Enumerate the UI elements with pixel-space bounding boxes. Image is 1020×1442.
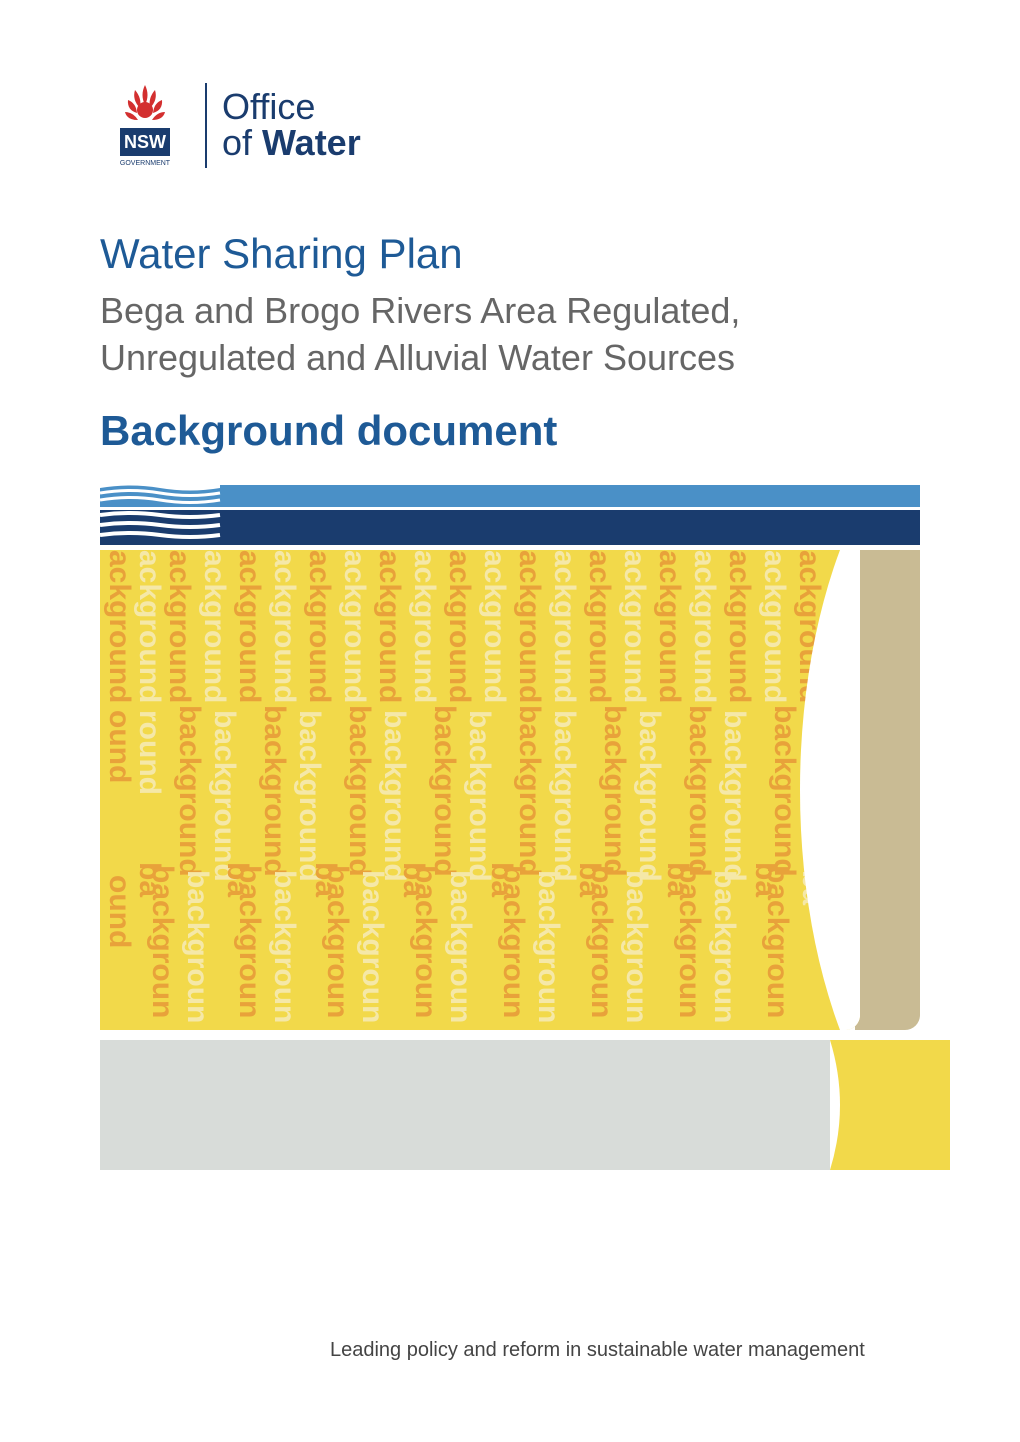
svg-text:ackground: ackground <box>583 550 616 703</box>
svg-text:ackground: ackground <box>303 550 336 703</box>
svg-text:NSW: NSW <box>124 132 166 152</box>
svg-text:ackground: ackground <box>338 550 371 703</box>
svg-text:background: background <box>548 710 581 882</box>
svg-text:background: background <box>428 705 461 877</box>
svg-text:ba: ba <box>133 862 166 897</box>
svg-text:ackground: ackground <box>268 550 301 703</box>
yellow-bottom-bar <box>830 1040 950 1170</box>
svg-text:ackground: ackground <box>103 550 136 703</box>
wave-bars <box>100 485 920 545</box>
svg-text:background: background <box>208 710 241 882</box>
tagline: Leading policy and reform in sustainable… <box>330 1339 865 1362</box>
svg-text:ba: ba <box>573 862 606 897</box>
svg-text:backgroun: backgroun <box>532 870 565 1023</box>
svg-text:GOVERNMENT: GOVERNMENT <box>120 160 171 167</box>
yellow-bottom-curve <box>830 1040 950 1170</box>
office-of-water-text: Office of Water <box>222 89 361 161</box>
svg-text:ba: ba <box>485 862 518 897</box>
svg-text:ackground: ackground <box>408 550 441 703</box>
svg-text:ackground: ackground <box>548 550 581 703</box>
svg-text:ackground: ackground <box>233 550 266 703</box>
document-type: Background document <box>100 407 920 455</box>
svg-text:ackground: ackground <box>758 550 791 703</box>
svg-text:backgroun: backgroun <box>620 870 653 1023</box>
svg-text:backgroun: backgroun <box>708 870 741 1023</box>
svg-text:background: background <box>173 705 206 877</box>
svg-text:ackground: ackground <box>618 550 651 703</box>
blue-header-bars <box>100 485 920 545</box>
subtitle: Bega and Brogo Rivers Area Regulated, Un… <box>100 288 920 382</box>
svg-text:ba: ba <box>309 862 342 897</box>
bottom-bars <box>100 1040 935 1170</box>
svg-text:ba: ba <box>397 862 430 897</box>
svg-text:backgroun: backgroun <box>268 870 301 1023</box>
title-section: Water Sharing Plan Bega and Brogo Rivers… <box>100 230 920 455</box>
svg-text:ba: ba <box>221 862 254 897</box>
tan-sidebar <box>855 550 920 1030</box>
svg-text:ackground: ackground <box>653 550 686 703</box>
yellow-pattern-panel: ackground ackground ackground ackground … <box>100 550 860 1030</box>
svg-text:background: background <box>633 710 666 882</box>
svg-text:background: background <box>343 705 376 877</box>
nsw-government-logo: NSW GOVERNMENT <box>100 80 190 170</box>
svg-text:background: background <box>293 710 326 882</box>
logo-container: NSW GOVERNMENT Office of Water <box>100 80 920 170</box>
svg-text:ound: ound <box>103 875 136 948</box>
svg-text:background: background <box>513 705 546 877</box>
svg-text:background: background <box>718 710 751 882</box>
svg-text:ackground: ackground <box>723 550 756 703</box>
office-label: Office <box>222 89 361 125</box>
svg-text:ackground: ackground <box>688 550 721 703</box>
svg-text:ackground: ackground <box>373 550 406 703</box>
svg-text:ackground: ackground <box>133 550 166 703</box>
main-title: Water Sharing Plan <box>100 230 920 278</box>
svg-text:ba: ba <box>661 862 694 897</box>
svg-text:round: round <box>133 710 166 795</box>
svg-text:background: background <box>258 705 291 877</box>
content-area: ackground ackground ackground ackground … <box>100 485 920 1165</box>
svg-text:ackground: ackground <box>198 550 231 703</box>
logo-divider <box>205 83 207 168</box>
water-label: of Water <box>222 125 361 161</box>
svg-text:background: background <box>463 710 496 882</box>
svg-text:backgroun: backgroun <box>356 870 389 1023</box>
background-text-pattern: ackground ackground ackground ackground … <box>100 550 860 1030</box>
grey-bottom-bar <box>100 1040 860 1170</box>
svg-text:ba: ba <box>749 862 782 897</box>
svg-text:background: background <box>378 710 411 882</box>
svg-text:ackground: ackground <box>443 550 476 703</box>
svg-text:ound: ound <box>103 710 136 783</box>
svg-text:background: background <box>768 705 801 877</box>
svg-text:backgroun: backgroun <box>181 870 214 1023</box>
svg-text:background: background <box>683 705 716 877</box>
svg-text:ackground: ackground <box>163 550 196 703</box>
svg-text:ackground: ackground <box>513 550 546 703</box>
svg-text:background: background <box>598 705 631 877</box>
svg-text:backgroun: backgroun <box>444 870 477 1023</box>
svg-text:ackground: ackground <box>478 550 511 703</box>
